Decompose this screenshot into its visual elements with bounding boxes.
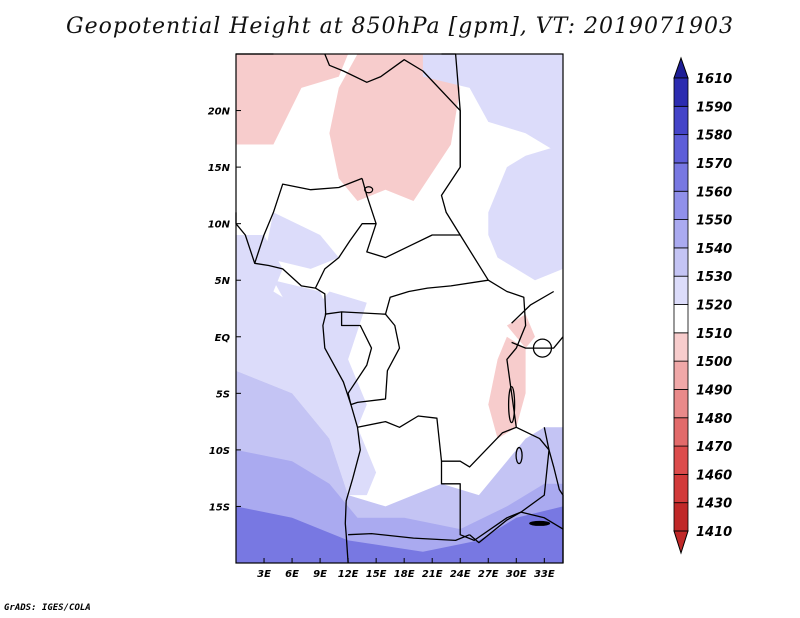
y-tick-label: 10S: [209, 446, 230, 457]
border-libya-sudan: [441, 53, 461, 168]
chart-title: Geopotential Height at 850hPa [gpm], VT:…: [66, 14, 734, 39]
colorbar-box: [673, 445, 689, 475]
x-tick-label: 30E: [506, 569, 527, 580]
colorbar-box: [673, 502, 689, 532]
colorbar-tick-label: 1490: [696, 383, 732, 398]
field-high-east: [488, 144, 563, 281]
x-tick-label: 9E: [313, 569, 327, 580]
colorbar-tick-label: 1510: [696, 327, 732, 342]
colorbar-tick-label: 1590: [696, 100, 732, 115]
y-tick-label: 10N: [208, 220, 231, 231]
border-nigeria-niger: [254, 177, 363, 264]
field-se-corner: [236, 506, 563, 563]
colorbar-tick-label: 1570: [696, 157, 732, 172]
x-tick-label: 15E: [366, 569, 387, 580]
y-tick-label: 5N: [215, 276, 231, 287]
x-tick-label: 24E: [450, 569, 471, 580]
colorbar-tick-label: 1410: [696, 525, 732, 540]
colorbar-tick-label: 1480: [696, 412, 732, 427]
x-tick-label: 3E: [257, 569, 271, 580]
colorbar-box: [673, 219, 689, 249]
x-tick-label: 21E: [422, 569, 443, 580]
border-uganda-sudan: [511, 290, 555, 324]
lake-tanganyika: [507, 385, 516, 424]
field-high-guinea: [273, 280, 330, 315]
colorbar-box: [673, 417, 689, 447]
colorbar-box: [673, 275, 689, 305]
colorbar-tick-label: 1500: [696, 355, 732, 370]
lake-kariba: [529, 520, 551, 526]
colorbar-box: [673, 190, 689, 220]
colorbar-box: [673, 389, 689, 419]
lake-chad: [364, 186, 374, 194]
border-cameroon-car: [324, 279, 489, 315]
border-angola-namibia: [348, 532, 470, 542]
field-low-lakes: [488, 336, 526, 439]
colorbar-box: [673, 360, 689, 390]
coastline-west: [235, 223, 361, 564]
border-chad-car: [361, 178, 461, 259]
y-tick-label: 15N: [208, 163, 231, 174]
border-gabon-congo: [340, 311, 373, 405]
colorbar-box: [673, 162, 689, 192]
colorbar-box: [673, 77, 689, 107]
y-tick-label: 5S: [216, 389, 230, 400]
plot-frame: [235, 53, 564, 564]
coastline-lake-malawi: [543, 427, 564, 563]
field-high-nigeria: [264, 212, 339, 269]
x-tick-label: 27E: [478, 569, 499, 580]
colorbar-box: [673, 332, 689, 362]
x-tick-label: 33E: [534, 569, 555, 580]
colorbar-box: [673, 473, 689, 504]
x-tick-label: 18E: [394, 569, 415, 580]
colorbar-box: [673, 304, 689, 334]
colorbar-tick-label: 1460: [696, 468, 732, 483]
colorbar-box: [673, 105, 689, 136]
colorbar-box: [673, 247, 689, 277]
field-low-chad: [329, 54, 461, 201]
colorbar-tick-label: 1560: [696, 185, 732, 200]
border-uganda-kenya: [511, 336, 564, 349]
colorbar-tick-label: 1520: [696, 299, 732, 314]
border-angola-drc: [357, 415, 443, 462]
border-central: [324, 53, 550, 542]
colorbar-box: [673, 134, 689, 164]
y-tick-label: EQ: [215, 333, 231, 344]
y-tick-label: 20N: [208, 107, 231, 118]
colorbar-extend-bottom: [673, 530, 689, 555]
colorbar-tick-label: 1470: [696, 440, 732, 455]
field-low-northwest: [236, 54, 349, 145]
field-shading: [236, 54, 563, 563]
colorbar-tick-label: 1580: [696, 129, 732, 144]
lake-victoria: [532, 338, 553, 358]
grads-credit: GrADS: IGES/COLA: [4, 603, 91, 613]
border-nigeria-cameroon: [314, 223, 377, 289]
border-congo-drc: [350, 313, 401, 406]
colorbar-tick-label: 1610: [696, 72, 732, 87]
colorbar-extend-top: [673, 56, 689, 79]
field-atlantic: [236, 235, 377, 496]
border-zambia-zimbabwe: [469, 511, 564, 544]
x-tick-label: 6E: [285, 569, 299, 580]
colorbar-tick-label: 1430: [696, 497, 732, 512]
field-low-uganda: [506, 314, 535, 349]
y-tick-label: 15S: [209, 502, 230, 513]
lake-mweru: [515, 446, 523, 465]
colorbar-tick-label: 1540: [696, 242, 732, 257]
x-tick-label: 12E: [338, 569, 359, 580]
colorbar-tick-label: 1550: [696, 214, 732, 229]
colorbar-tick-label: 1530: [696, 270, 732, 285]
